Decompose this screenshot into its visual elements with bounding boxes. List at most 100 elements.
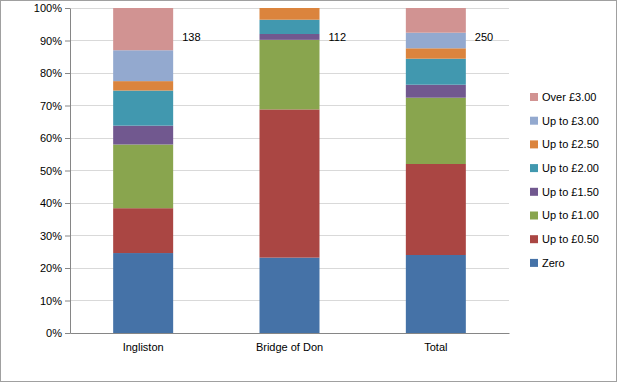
legend-label: Up to £1.50 (542, 186, 599, 198)
y-tick-mark (65, 203, 70, 204)
y-tick-mark (65, 268, 70, 269)
y-tick-mark (65, 301, 70, 302)
sample-size-label: 250 (475, 31, 493, 43)
y-tick: 50% (40, 165, 70, 177)
y-tick-label: 60% (40, 132, 62, 144)
bar-segment (406, 255, 466, 333)
x-tick-label: Total (424, 341, 447, 353)
bar-segment (260, 109, 320, 257)
legend-entry: Up to £1.50 (530, 186, 599, 198)
legend-swatch (530, 259, 538, 267)
bar-segment (113, 208, 173, 253)
legend: Zero Up to £0.50 Up to £1.00 Up to £1.50 Up … (530, 91, 599, 269)
y-tick: 100% (34, 2, 70, 14)
y-tick-mark (65, 106, 70, 107)
y-tick-mark (65, 8, 70, 9)
y-axis-line (70, 9, 71, 334)
legend-entry: Over £3.00 (530, 91, 596, 103)
x-tick: Ingliston (123, 341, 164, 353)
bar-segment (406, 48, 466, 58)
legend-swatch (530, 188, 538, 196)
grid (70, 8, 509, 333)
y-tick: 60% (40, 132, 70, 144)
legend-entry: Up to £2.50 (530, 138, 599, 150)
y-tick-label: 50% (40, 165, 62, 177)
bar-segment (406, 33, 466, 49)
bar-segment (260, 8, 320, 20)
sample-size-label: 112 (328, 31, 346, 43)
legend-entry: Up to £0.50 (530, 233, 599, 245)
sample-size-label: 138 (182, 31, 200, 43)
y-tick: 40% (40, 197, 70, 209)
y-tick-mark (65, 41, 70, 42)
x-tick: Total (424, 341, 447, 353)
legend-swatch (530, 117, 538, 125)
y-tick-label: 40% (40, 197, 62, 209)
bar-segment (406, 8, 466, 33)
chart-border (1, 1, 617, 382)
legend-entry: Up to £2.00 (530, 162, 599, 174)
x-tick-label: Ingliston (123, 341, 164, 353)
legend-swatch (530, 93, 538, 101)
legend-entry: Zero (530, 257, 565, 269)
x-axis-line (71, 333, 510, 334)
bar-segment (406, 164, 466, 255)
bar-segment (113, 81, 173, 90)
y-tick-label: 70% (40, 100, 62, 112)
bar-segment (113, 50, 173, 81)
y-tick-label: 80% (40, 67, 62, 79)
bar-segment (406, 85, 466, 98)
legend-swatch (530, 212, 538, 220)
legend-label: Up to £2.50 (542, 138, 599, 150)
legend-label: Over £3.00 (542, 91, 596, 103)
y-tick-label: 0% (46, 327, 62, 339)
legend-entry: Up to £1.00 (530, 209, 599, 221)
bar-segment (113, 145, 173, 209)
bar-segment (113, 8, 173, 50)
y-tick: 30% (40, 230, 70, 242)
y-tick-mark (65, 333, 70, 334)
legend-label: Up to £1.00 (542, 209, 599, 221)
y-tick-label: 30% (40, 230, 62, 242)
y-tick: 10% (40, 295, 70, 307)
bar-segment (260, 8, 320, 9)
legend-swatch (530, 140, 538, 148)
sample-sizes: 138 112 250 (182, 31, 493, 43)
y-tick-label: 100% (34, 2, 62, 14)
bar-segment (260, 20, 320, 34)
legend-label: Zero (542, 257, 565, 269)
x-tick-label: Bridge of Don (256, 341, 323, 353)
bar-segment (260, 8, 320, 9)
legend-label: Up to £2.00 (542, 162, 599, 174)
y-tick-mark (65, 138, 70, 139)
bar-segment (113, 253, 173, 333)
bar-segment (113, 126, 173, 145)
legend-swatch (530, 164, 538, 172)
x-tick: Bridge of Don (256, 341, 323, 353)
legend-swatch (530, 235, 538, 243)
y-tick: 80% (40, 67, 70, 79)
y-tick: 70% (40, 100, 70, 112)
legend-label: Up to £0.50 (542, 233, 599, 245)
y-axis: 0% 10% 20% 30% 40% 50% 60% 70% 80% 90% 100% (34, 2, 71, 339)
legend-label: Up to £3.00 (542, 115, 599, 127)
y-tick-mark (65, 73, 70, 74)
y-tick: 20% (40, 262, 70, 274)
plot: 0% 10% 20% 30% 40% 50% 60% 70% 80% 90% 100% Inglist… (34, 2, 510, 353)
legend-entry: Up to £3.00 (530, 115, 599, 127)
bar-segment (260, 40, 320, 110)
bars (113, 8, 466, 333)
y-tick: 90% (40, 35, 70, 47)
y-tick: 0% (46, 327, 70, 339)
y-tick-mark (65, 171, 70, 172)
y-tick-label: 10% (40, 295, 62, 307)
bar-segment (406, 98, 466, 164)
bar-segment (406, 59, 466, 85)
bar-segment (260, 258, 320, 333)
bar-segment (260, 34, 320, 40)
bar-segment (113, 91, 173, 126)
y-tick-mark (65, 236, 70, 237)
y-tick-label: 20% (40, 262, 62, 274)
chart: 0% 10% 20% 30% 40% 50% 60% 70% 80% 90% 100% Inglist… (0, 0, 618, 387)
y-tick-label: 90% (40, 35, 62, 47)
